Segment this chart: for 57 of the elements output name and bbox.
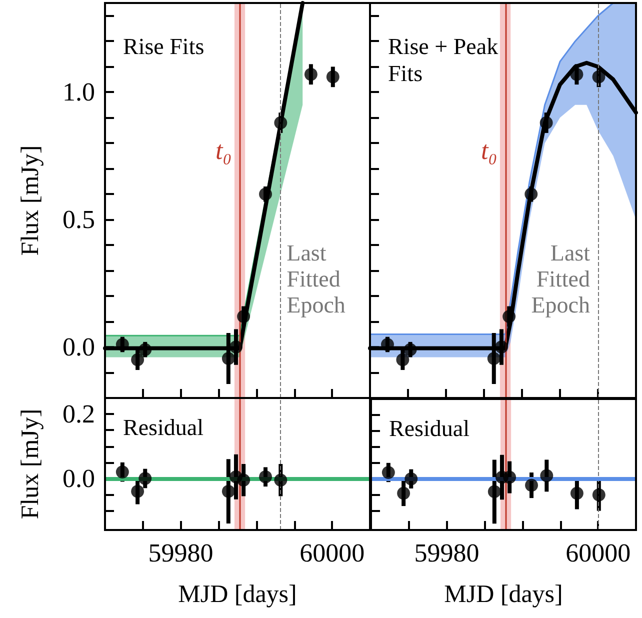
point [396,353,410,366]
point [397,486,410,500]
x-tick-label: 60000 [300,538,365,568]
x-tick-label: 60000 [566,538,631,568]
point [592,488,606,502]
point [382,466,395,479]
annotation: Residual [123,415,204,440]
ref-line-label: t₀ [481,136,498,165]
point [138,472,152,485]
ref-line-label: Last Fitted Epoch [286,240,346,318]
point [274,116,288,130]
point [540,116,553,130]
point [380,338,394,351]
point [131,353,144,366]
point [404,472,418,486]
point [259,470,272,484]
y-tick-label: 0.5 [62,205,95,234]
y-tick-label: 1.0 [62,78,95,107]
x-axis-title: MJD [days] [444,581,563,608]
point [237,474,250,487]
y-tick-label: 0.2 [62,400,95,429]
point [259,188,272,201]
point [222,352,235,365]
annotation: Rise Fits [123,34,204,59]
ref-line-label: Last Fitted Epoch [531,240,591,318]
point [488,485,501,498]
x-tick-label: 59980 [414,538,480,568]
y-axis-title: Flux [mJy] [17,145,44,256]
point [222,484,235,498]
point [274,474,288,487]
x-tick-label: 59980 [148,538,214,568]
point [116,338,129,351]
y-tick-label: 0.0 [62,464,95,493]
point [138,343,152,356]
point [326,70,340,84]
x-axis-title: MJD [days] [178,581,297,608]
point [525,478,538,492]
annotation: Residual [389,416,470,441]
point [116,466,129,479]
point [494,340,508,354]
point [404,343,417,356]
point [540,469,554,482]
point [502,310,516,323]
point [230,340,242,354]
point [503,470,516,484]
point [304,68,318,81]
annotation: Rise + Peak Fits [388,34,504,86]
ref-line-label: t₀ [216,136,232,165]
point [570,68,584,81]
point [570,486,584,500]
point [131,484,144,498]
y-tick-label: 0.0 [62,332,95,362]
point [237,310,250,323]
point [592,70,606,84]
y-axis-title: Flux [mJy] [17,408,44,520]
point [487,352,500,365]
point [524,188,538,201]
